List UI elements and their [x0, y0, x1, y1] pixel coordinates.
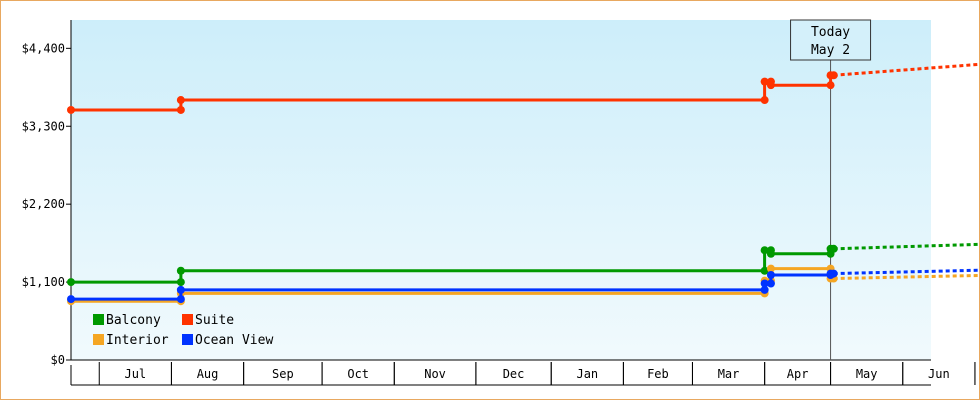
- data-point-ocean-view: [67, 295, 75, 304]
- legend-label-interior: Interior: [106, 333, 169, 348]
- today-marker: Today May 2: [790, 19, 872, 360]
- month-label: Aug: [197, 367, 219, 381]
- data-point-balcony: [829, 244, 838, 253]
- data-point-ocean-view: [766, 279, 775, 288]
- month-label: Jun: [928, 367, 950, 381]
- data-point-ocean-view: [766, 271, 775, 279]
- month-label: Feb: [647, 367, 669, 381]
- y-tick-label: $3,300: [22, 119, 65, 133]
- series-suite: [67, 62, 980, 114]
- month-label: Apr: [787, 367, 809, 381]
- month-label: Dec: [503, 367, 525, 381]
- data-point-ocean-view: [760, 285, 769, 294]
- data-point-suite: [67, 105, 75, 114]
- data-point-suite: [829, 71, 838, 80]
- y-axis: $0 $1,100 $2,200 $3,300 $4,400: [22, 20, 72, 385]
- data-point-suite: [826, 81, 835, 90]
- data-point-suite: [760, 77, 769, 86]
- month-label: Jan: [576, 367, 598, 381]
- series-balcony: [67, 242, 980, 287]
- data-point-ocean-view: [829, 269, 838, 278]
- legend-swatch-balcony: [93, 314, 104, 325]
- legend: Balcony Suite Interior Ocean View: [93, 313, 273, 348]
- series-layer: [67, 62, 980, 306]
- month-label: Nov: [424, 367, 446, 381]
- forecast-line-suite: [833, 62, 980, 77]
- month-label: Oct: [347, 367, 369, 381]
- data-point-suite: [176, 96, 185, 105]
- today-label: Today: [811, 25, 850, 40]
- y-tick-label: $1,100: [22, 275, 65, 289]
- legend-label-balcony: Balcony: [106, 313, 161, 328]
- forecast-line-ocean-view: [833, 268, 980, 276]
- data-point-balcony: [766, 249, 775, 258]
- x-axis: JulAugSepOctNovDecJanFebMarAprMayJunJulA…: [71, 359, 976, 386]
- data-point-ocean-view: [760, 279, 769, 288]
- month-label: Mar: [718, 367, 740, 381]
- month-label: Jul: [124, 367, 146, 381]
- y-tick-label: $0: [51, 353, 65, 367]
- legend-label-ocean-view: Ocean View: [195, 333, 273, 348]
- data-point-suite: [176, 105, 185, 114]
- today-date: May 2: [811, 43, 850, 58]
- legend-swatch-ocean-view: [182, 334, 193, 345]
- data-point-balcony: [67, 278, 75, 287]
- y-tick-label: $4,400: [22, 41, 65, 55]
- data-point-balcony: [760, 266, 769, 275]
- data-point-suite: [760, 96, 769, 105]
- data-point-balcony: [760, 246, 769, 255]
- month-label: May: [856, 367, 878, 381]
- series-ocean-view: [67, 268, 980, 304]
- data-point-suite: [766, 81, 775, 90]
- forecast-line-interior: [833, 273, 980, 281]
- legend-swatch-interior: [93, 334, 104, 345]
- legend-swatch-suite: [182, 314, 193, 325]
- data-point-interior: [766, 264, 775, 273]
- plot-background: [71, 20, 931, 360]
- data-point-ocean-view: [176, 295, 185, 304]
- data-point-ocean-view: [176, 285, 185, 294]
- month-label: Sep: [272, 367, 294, 381]
- data-point-balcony: [176, 278, 185, 287]
- today-label-box: [790, 19, 872, 61]
- y-tick-label: $2,200: [22, 197, 65, 211]
- legend-label-suite: Suite: [195, 313, 234, 328]
- data-point-balcony: [176, 266, 185, 275]
- forecast-line-balcony: [833, 242, 980, 251]
